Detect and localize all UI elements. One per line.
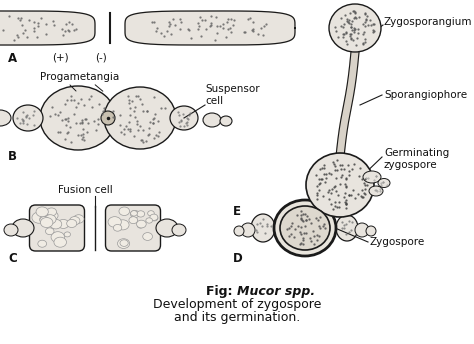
Ellipse shape bbox=[50, 219, 62, 229]
Ellipse shape bbox=[36, 207, 48, 217]
Polygon shape bbox=[125, 11, 295, 45]
Ellipse shape bbox=[170, 106, 198, 130]
Ellipse shape bbox=[58, 219, 69, 228]
FancyBboxPatch shape bbox=[29, 205, 84, 251]
Ellipse shape bbox=[306, 153, 374, 217]
Ellipse shape bbox=[73, 215, 84, 223]
Ellipse shape bbox=[38, 240, 46, 247]
Ellipse shape bbox=[129, 217, 137, 224]
Text: D: D bbox=[233, 252, 243, 265]
Ellipse shape bbox=[274, 200, 336, 256]
Ellipse shape bbox=[113, 224, 122, 231]
Ellipse shape bbox=[40, 215, 51, 224]
Ellipse shape bbox=[366, 226, 376, 236]
Ellipse shape bbox=[64, 232, 71, 237]
Text: Development of zygospore: Development of zygospore bbox=[153, 298, 321, 311]
Ellipse shape bbox=[45, 215, 56, 224]
Ellipse shape bbox=[151, 215, 158, 221]
Text: (+): (+) bbox=[52, 52, 69, 62]
Polygon shape bbox=[0, 11, 95, 45]
Text: Fusion cell: Fusion cell bbox=[58, 185, 112, 195]
Ellipse shape bbox=[251, 214, 275, 242]
Ellipse shape bbox=[40, 217, 53, 227]
Ellipse shape bbox=[172, 224, 186, 236]
Ellipse shape bbox=[150, 214, 158, 221]
Ellipse shape bbox=[101, 111, 115, 125]
Ellipse shape bbox=[40, 86, 116, 150]
Ellipse shape bbox=[116, 224, 123, 229]
Ellipse shape bbox=[12, 219, 34, 237]
Ellipse shape bbox=[336, 215, 358, 241]
Ellipse shape bbox=[146, 218, 153, 223]
Ellipse shape bbox=[220, 116, 232, 126]
Ellipse shape bbox=[67, 219, 77, 227]
Ellipse shape bbox=[32, 212, 46, 223]
Ellipse shape bbox=[378, 179, 390, 187]
Text: C: C bbox=[8, 252, 17, 265]
Ellipse shape bbox=[156, 219, 178, 237]
Ellipse shape bbox=[48, 212, 58, 220]
Ellipse shape bbox=[46, 208, 56, 216]
Ellipse shape bbox=[137, 220, 146, 228]
Ellipse shape bbox=[4, 224, 18, 236]
Polygon shape bbox=[336, 52, 359, 158]
Text: Germinating
zygospore: Germinating zygospore bbox=[384, 148, 449, 170]
Text: and its germination.: and its germination. bbox=[174, 311, 300, 324]
Text: B: B bbox=[8, 150, 17, 163]
Ellipse shape bbox=[54, 237, 66, 247]
Ellipse shape bbox=[120, 240, 128, 246]
Text: (-): (-) bbox=[95, 52, 107, 62]
Ellipse shape bbox=[108, 217, 121, 227]
Ellipse shape bbox=[51, 232, 64, 243]
Ellipse shape bbox=[70, 217, 80, 225]
FancyBboxPatch shape bbox=[106, 205, 161, 251]
Ellipse shape bbox=[369, 186, 383, 196]
Ellipse shape bbox=[241, 223, 255, 237]
Ellipse shape bbox=[46, 228, 54, 235]
Text: Suspensor
cell: Suspensor cell bbox=[205, 84, 260, 106]
Text: Fig:: Fig: bbox=[206, 285, 237, 298]
Ellipse shape bbox=[131, 211, 137, 216]
Text: Zygospore: Zygospore bbox=[370, 237, 425, 247]
Ellipse shape bbox=[118, 239, 130, 248]
Ellipse shape bbox=[363, 171, 381, 183]
Text: A: A bbox=[8, 52, 17, 65]
Text: Mucor spp.: Mucor spp. bbox=[237, 285, 315, 298]
Ellipse shape bbox=[143, 233, 153, 240]
Text: Zygosporangium: Zygosporangium bbox=[384, 17, 473, 27]
Text: E: E bbox=[233, 205, 241, 218]
Ellipse shape bbox=[137, 211, 145, 217]
Ellipse shape bbox=[119, 207, 129, 215]
Ellipse shape bbox=[117, 220, 129, 230]
Ellipse shape bbox=[329, 4, 381, 52]
Ellipse shape bbox=[137, 223, 144, 228]
Ellipse shape bbox=[13, 105, 43, 131]
Ellipse shape bbox=[203, 113, 221, 127]
Ellipse shape bbox=[280, 206, 330, 250]
Ellipse shape bbox=[148, 211, 154, 216]
Ellipse shape bbox=[130, 211, 139, 218]
Ellipse shape bbox=[355, 223, 369, 237]
Ellipse shape bbox=[234, 226, 244, 236]
Ellipse shape bbox=[0, 110, 11, 126]
Text: Sporangiophore: Sporangiophore bbox=[384, 90, 467, 100]
Ellipse shape bbox=[104, 87, 176, 149]
Ellipse shape bbox=[40, 216, 49, 224]
Text: Progametangia: Progametangia bbox=[40, 72, 119, 82]
